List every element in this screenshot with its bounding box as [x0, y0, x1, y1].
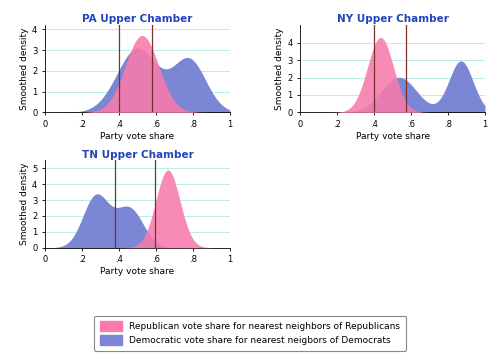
X-axis label: Party vote share: Party vote share	[100, 267, 174, 276]
Y-axis label: Smoothed density: Smoothed density	[20, 163, 29, 245]
Title: TN Upper Chamber: TN Upper Chamber	[82, 150, 194, 160]
X-axis label: Party vote share: Party vote share	[100, 132, 174, 141]
Legend: Republican vote share for nearest neighbors of Republicans, Democratic vote shar: Republican vote share for nearest neighb…	[94, 316, 406, 351]
Title: NY Upper Chamber: NY Upper Chamber	[336, 14, 448, 24]
Y-axis label: Smoothed density: Smoothed density	[276, 28, 284, 110]
Title: PA Upper Chamber: PA Upper Chamber	[82, 14, 192, 24]
Y-axis label: Smoothed density: Smoothed density	[20, 28, 29, 110]
X-axis label: Party vote share: Party vote share	[356, 132, 430, 141]
